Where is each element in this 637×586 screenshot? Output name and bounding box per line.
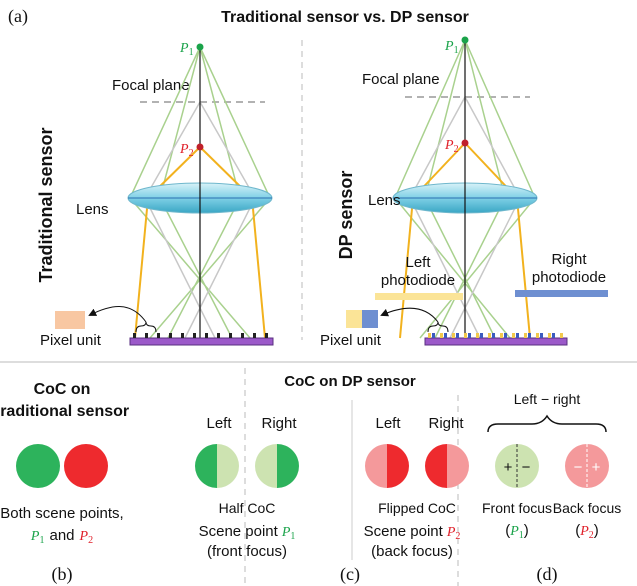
side-label: Traditional sensor [36, 127, 56, 282]
lens-label: Lens [368, 192, 401, 209]
svg-text:P1: P1 [444, 39, 459, 56]
text: P [79, 529, 89, 544]
text: P [444, 138, 454, 153]
focal-plane-label: Focal plane [362, 71, 440, 88]
left-photodiode-label: Left [405, 254, 431, 271]
label: Left [206, 415, 232, 432]
text: 2 [455, 531, 460, 542]
text: and [49, 527, 74, 544]
right-photodiode-label: photodiode [532, 269, 606, 286]
panel-c: CoC on DP sensor Left Right Half CoC Sce… [195, 373, 469, 585]
panel-label: (d) [537, 564, 558, 585]
sign: + [592, 459, 601, 476]
label: (back focus) [371, 543, 453, 560]
pixel-unit [55, 311, 85, 329]
side-label: DP sensor [336, 171, 356, 260]
label: Left [375, 415, 401, 432]
pixel-unit-label: Pixel unit [40, 332, 102, 349]
sign: + [504, 459, 513, 476]
p1-label: P1 [179, 41, 194, 58]
label: (P2) [575, 522, 599, 541]
text: P [281, 525, 291, 540]
text: P [179, 142, 189, 157]
dp-diagram: DP sensor Focal plane Lens P1 P2 Left ph… [320, 37, 608, 350]
text: 2 [189, 148, 194, 159]
label: Half CoC [219, 500, 276, 516]
right-photodiode [515, 290, 608, 297]
p2-label: P2 [179, 142, 194, 159]
title: CoC on DP sensor [284, 373, 416, 390]
label: Flipped CoC [378, 500, 456, 516]
text: 1 [189, 47, 194, 58]
panel-b: CoC on traditional sensor Both scene poi… [0, 381, 129, 585]
text: 1 [290, 531, 295, 542]
svg-text:P2: P2 [444, 138, 459, 155]
coc [16, 444, 60, 488]
sensor [130, 338, 273, 345]
coc [64, 444, 108, 488]
label: Front focus [482, 500, 552, 516]
text: 2 [454, 144, 459, 155]
lens-label: Lens [76, 201, 109, 218]
label: Right [261, 415, 297, 432]
focal-plane-label: Focal plane [112, 77, 190, 94]
text: P [444, 39, 454, 54]
text: 1 [39, 535, 44, 546]
sign: − [574, 459, 583, 476]
sensor [425, 338, 567, 345]
text: Scene point [199, 523, 279, 540]
panel-d: Left − right + − − + Front focus (P1) Ba… [482, 391, 621, 585]
label: (P1) [505, 522, 529, 541]
traditional-diagram: Traditional sensor Focal plane Lens P1 P… [36, 41, 273, 349]
sign: − [522, 459, 531, 476]
label: Right [428, 415, 464, 432]
text: P [446, 525, 456, 540]
text: P [30, 529, 40, 544]
text: P [179, 41, 189, 56]
text: 2 [88, 535, 93, 546]
left-photodiode [375, 293, 463, 300]
title: traditional sensor [0, 403, 129, 420]
title: Left − right [514, 391, 581, 407]
pixel-unit-label: Pixel unit [320, 332, 382, 349]
label: (front focus) [207, 543, 287, 560]
pixel-unit [362, 310, 378, 328]
title: CoC on [34, 381, 91, 398]
text: P [509, 524, 519, 539]
label: Back focus [553, 500, 621, 516]
panel-label: (c) [340, 564, 360, 585]
text: Scene point [364, 523, 444, 540]
figure: (a) Traditional sensor vs. DP sensor Tra… [0, 0, 637, 586]
text: 1 [454, 45, 459, 56]
panel-label: (b) [52, 564, 73, 585]
right-photodiode-label: Right [551, 251, 587, 268]
text: P [579, 524, 589, 539]
panel-label: (a) [8, 6, 28, 27]
caption: Both scene points, [0, 505, 123, 522]
title: Traditional sensor vs. DP sensor [221, 9, 469, 26]
left-photodiode-label: photodiode [381, 272, 455, 289]
